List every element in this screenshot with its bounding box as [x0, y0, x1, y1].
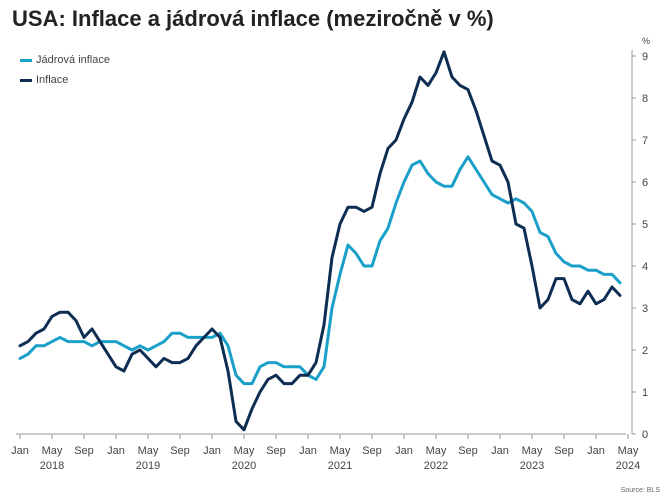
y-tick-label: 5 [642, 219, 648, 231]
y-tick-label: 7 [642, 135, 648, 147]
x-tick-label: Jan [395, 445, 413, 457]
x-year-label: 2022 [424, 460, 448, 472]
x-year-label: 2019 [136, 460, 160, 472]
legend: Jádrová inflace Inflace [20, 50, 110, 90]
x-year-label: 2020 [232, 460, 256, 472]
series-line-inflation [18, 50, 622, 432]
x-year-label: 2023 [520, 460, 544, 472]
y-tick-label: 0 [642, 429, 648, 441]
chart-title: USA: Inflace a jádrová inflace (meziročn… [12, 6, 494, 31]
legend-swatch-headline [20, 78, 32, 82]
x-tick-label: Sep [74, 445, 94, 457]
x-tick-label: May [138, 445, 159, 457]
legend-label-headline: Inflace [36, 74, 69, 86]
y-tick-label: 9 [642, 51, 648, 63]
x-tick-label: Jan [11, 445, 29, 457]
x-tick-label: Jan [107, 445, 125, 457]
y-tick-label: 2 [642, 345, 648, 357]
x-tick-label: May [618, 445, 639, 457]
y-unit-label: % [642, 36, 650, 46]
x-tick-label: Sep [458, 445, 478, 457]
y-tick-label: 4 [642, 261, 648, 273]
source-note: Source: BLS [620, 487, 660, 494]
x-tick-label: Jan [299, 445, 317, 457]
y-tick-label: 1 [642, 387, 648, 399]
x-tick-label: Jan [203, 445, 221, 457]
y-tick-label: 3 [642, 303, 648, 315]
legend-label-core: Jádrová inflace [36, 54, 110, 66]
x-tick-label: Jan [587, 445, 605, 457]
x-tick-label: May [42, 445, 63, 457]
y-tick-label: 8 [642, 93, 648, 105]
x-tick-label: Sep [266, 445, 286, 457]
x-tick-label: May [522, 445, 543, 457]
series-line-core-inflation [18, 155, 622, 386]
x-year-label: 2021 [328, 460, 352, 472]
x-year-label: 2024 [616, 460, 640, 472]
x-tick-label: Sep [362, 445, 382, 457]
x-tick-label: May [234, 445, 255, 457]
x-tick-label: May [426, 445, 447, 457]
x-tick-label: Sep [554, 445, 574, 457]
x-tick-label: Sep [170, 445, 190, 457]
x-tick-label: May [330, 445, 351, 457]
legend-item-headline: Inflace [20, 70, 110, 90]
x-year-label: 2018 [40, 460, 64, 472]
legend-item-core: Jádrová inflace [20, 50, 110, 70]
legend-swatch-core [20, 58, 32, 62]
x-tick-label: Jan [491, 445, 509, 457]
y-tick-label: 6 [642, 177, 648, 189]
